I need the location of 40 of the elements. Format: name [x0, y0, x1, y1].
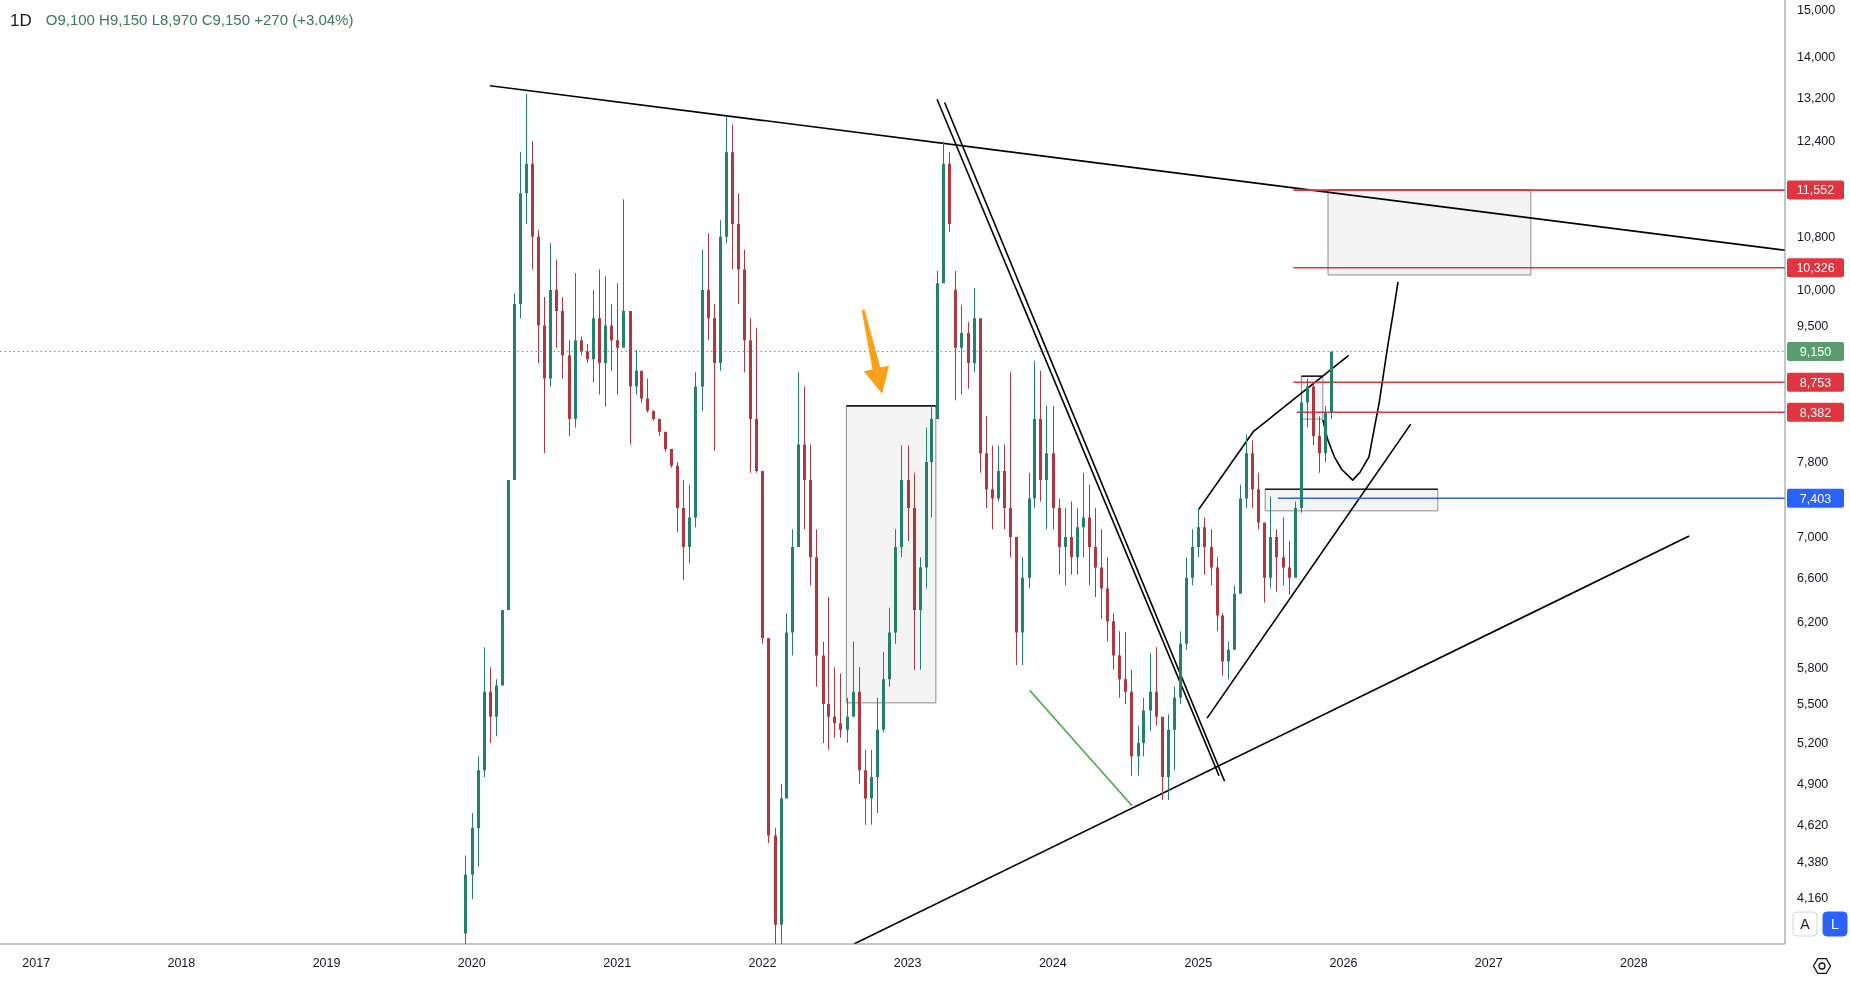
data-label: 8,382: [1799, 405, 1832, 420]
y-tick-label: 9,500: [1797, 318, 1829, 333]
x-tick-label: 2027: [1474, 956, 1503, 971]
x-tick-label: 2024: [1038, 956, 1067, 971]
x-tick-label: 2028: [1619, 956, 1648, 971]
y-tick-label: 10,000: [1797, 283, 1836, 298]
data-label: 7,403: [1799, 491, 1832, 506]
y-tick-label: 10,800: [1797, 230, 1836, 245]
y-tick-label: 4,160: [1797, 890, 1829, 905]
x-tick-label: 2026: [1329, 956, 1358, 971]
y-tick-label: 12,400: [1797, 134, 1836, 149]
y-tick-label: 15,000: [1797, 2, 1836, 17]
y-tick-label: 14,000: [1797, 50, 1836, 65]
y-tick-label: 4,620: [1797, 818, 1829, 833]
y-tick-label: 5,800: [1797, 660, 1829, 675]
y-tick-label: 6,200: [1797, 614, 1829, 629]
y-tick-label: 4,380: [1797, 855, 1829, 870]
data-label: 11,552: [1796, 183, 1835, 198]
x-tick-label: 2023: [893, 956, 922, 971]
y-tick-label: 4,900: [1797, 777, 1829, 792]
text: O9,100 H9,150 L8,970 C9,150 +270 (+3.04%): [45, 11, 354, 28]
x-tick-label: 2019: [312, 956, 341, 971]
data-label: 10,326: [1796, 261, 1835, 276]
y-tick-label: 13,200: [1797, 91, 1836, 106]
x-tick-label: 2021: [603, 956, 632, 971]
data-label: 8,753: [1799, 375, 1832, 390]
text: L: [1831, 915, 1840, 932]
y-tick-label: 7,800: [1797, 455, 1829, 470]
x-tick-label: 2018: [167, 956, 196, 971]
y-tick-label: 7,000: [1797, 530, 1829, 545]
x-tick-label: 2020: [457, 956, 486, 971]
text: A: [1800, 915, 1811, 932]
y-tick-label: 5,200: [1797, 736, 1829, 751]
x-tick-label: 2025: [1184, 956, 1213, 971]
y-tick-label: 6,600: [1797, 571, 1829, 586]
y-tick-label: 5,500: [1797, 697, 1829, 712]
x-tick-label: 2017: [22, 956, 51, 971]
text: 1D: [10, 11, 32, 30]
ref-line-label: 9,150: [1799, 344, 1832, 359]
x-tick-label: 2022: [748, 956, 777, 971]
